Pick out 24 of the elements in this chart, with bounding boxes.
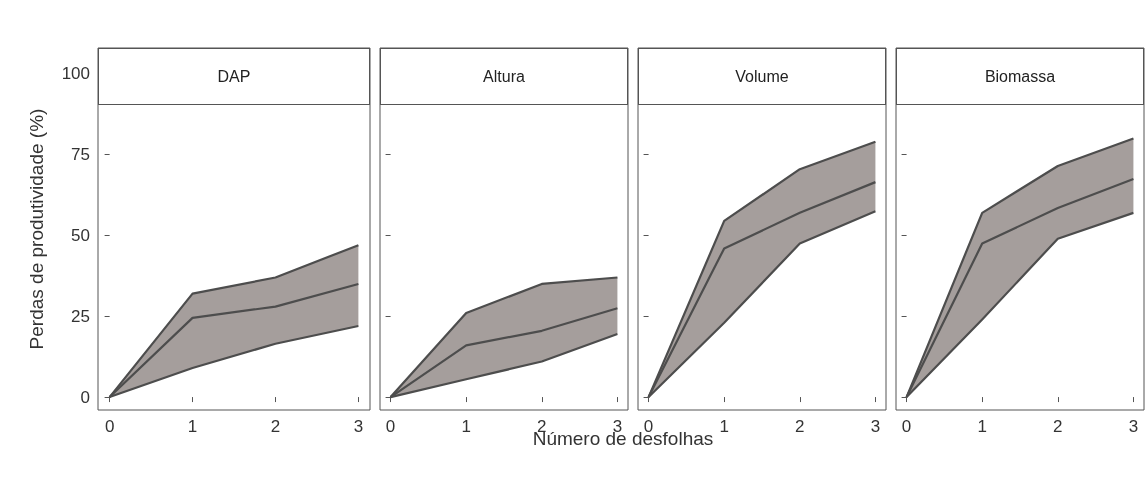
x-tick-label: 3 [353, 417, 364, 436]
x-tick-label: 1 [187, 417, 198, 436]
y-tick-label: 25 [71, 306, 90, 326]
x-tick-label: 3 [870, 417, 881, 436]
panel-header: Altura [380, 48, 628, 105]
y-axis-title: Perdas de produtividade (%) [26, 108, 47, 350]
x-tick-label: 0 [643, 417, 654, 436]
y-tick-label: 50 [71, 225, 90, 245]
x-tick-label: 1 [977, 417, 987, 436]
x-tick-label: 0 [901, 417, 912, 436]
x-tick-label: 2 [1053, 417, 1063, 436]
x-tick-label: 2 [795, 417, 805, 436]
x-tick-label: 3 [1128, 417, 1139, 436]
y-tick-label: 100 [61, 64, 90, 84]
panel-header: Volume [638, 48, 886, 105]
y-tick-label: 0 [80, 387, 90, 407]
panel-header: Biomassa [896, 48, 1144, 105]
x-tick-label: 0 [385, 417, 396, 436]
x-tick-label: 1 [719, 417, 729, 436]
x-tick-label: 1 [461, 417, 471, 436]
panel-header: DAP [98, 48, 370, 105]
x-tick-label: 2 [270, 417, 281, 436]
x-tick-label: 0 [104, 417, 115, 436]
y-tick-label: 75 [71, 145, 90, 165]
